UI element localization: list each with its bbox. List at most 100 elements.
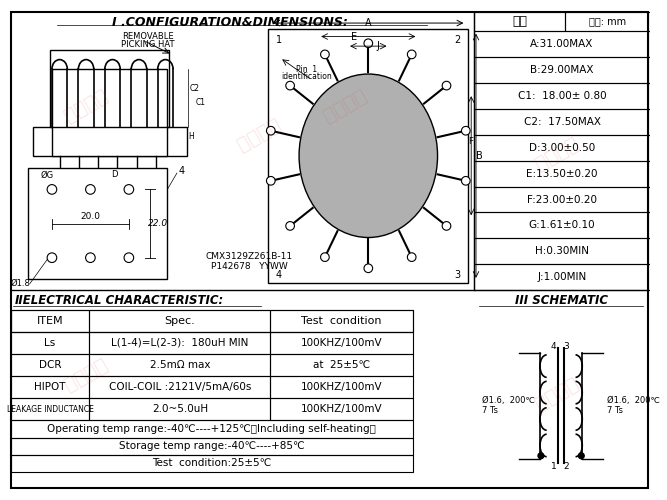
- Bar: [11, 438, 412, 455]
- Text: at  25±5℃: at 25±5℃: [313, 360, 370, 370]
- Text: J:1.00MIN: J:1.00MIN: [538, 272, 587, 282]
- Circle shape: [85, 253, 95, 262]
- Ellipse shape: [267, 176, 275, 185]
- Text: H: H: [189, 132, 194, 141]
- Circle shape: [124, 253, 133, 262]
- Ellipse shape: [321, 50, 329, 58]
- Text: E:13.50±0.20: E:13.50±0.20: [526, 168, 598, 178]
- Text: 100KHZ/100mV: 100KHZ/100mV: [301, 338, 382, 348]
- Text: 1: 1: [550, 462, 556, 471]
- Text: ⅡELECTRICAL CHARACTERISTIC:: ⅡELECTRICAL CHARACTERISTIC:: [15, 294, 223, 306]
- Text: Pin  1: Pin 1: [296, 64, 317, 74]
- Text: 100KHZ/100mV: 100KHZ/100mV: [301, 404, 382, 414]
- Bar: [474, 264, 650, 290]
- Text: 深凯必达: 深凯必达: [532, 374, 582, 414]
- Text: PICKING HAT: PICKING HAT: [121, 40, 175, 48]
- Text: D:3.00±0.50: D:3.00±0.50: [529, 142, 595, 152]
- Bar: [474, 31, 650, 56]
- Text: A:31.00MAX: A:31.00MAX: [530, 38, 594, 48]
- Bar: [52, 69, 167, 156]
- Bar: [474, 56, 650, 82]
- Bar: [11, 310, 89, 332]
- Text: C1:  18.00± 0.80: C1: 18.00± 0.80: [518, 90, 606, 101]
- Text: Test  condition:25±5℃: Test condition:25±5℃: [152, 458, 271, 468]
- Circle shape: [578, 453, 584, 458]
- Text: F: F: [468, 137, 473, 146]
- Bar: [11, 332, 89, 354]
- Text: 20.0: 20.0: [81, 212, 101, 221]
- Bar: [270, 332, 412, 354]
- Bar: [33, 127, 187, 156]
- Text: Ls: Ls: [45, 338, 55, 348]
- Text: Ø1.8: Ø1.8: [10, 279, 30, 288]
- Text: C2: C2: [189, 84, 199, 93]
- Ellipse shape: [267, 126, 275, 135]
- Ellipse shape: [285, 222, 294, 230]
- Text: ØG: ØG: [41, 170, 53, 179]
- Ellipse shape: [408, 50, 416, 58]
- Bar: [474, 134, 650, 160]
- Bar: [11, 455, 412, 472]
- Text: 7 Ts: 7 Ts: [607, 406, 623, 415]
- Text: B: B: [476, 151, 483, 161]
- Bar: [474, 82, 650, 108]
- Bar: [474, 212, 650, 238]
- Text: C2:  17.50MAX: C2: 17.50MAX: [524, 116, 600, 126]
- Bar: [474, 186, 650, 212]
- Text: 3: 3: [563, 342, 569, 350]
- Bar: [89, 354, 270, 376]
- Text: 深凯必达: 深凯必达: [320, 86, 370, 126]
- Text: 22.0: 22.0: [147, 219, 168, 228]
- Circle shape: [124, 184, 133, 194]
- Ellipse shape: [462, 126, 470, 135]
- Text: REMOVABLE: REMOVABLE: [122, 32, 174, 41]
- Text: 2.5mΩ max: 2.5mΩ max: [149, 360, 210, 370]
- Bar: [11, 354, 89, 376]
- Circle shape: [85, 184, 95, 194]
- Bar: [474, 12, 566, 31]
- Bar: [50, 50, 169, 127]
- Bar: [474, 238, 650, 264]
- Text: 深凯必达: 深凯必达: [532, 134, 582, 174]
- Bar: [11, 398, 89, 420]
- Text: P142678   YYWW: P142678 YYWW: [211, 262, 287, 271]
- Ellipse shape: [299, 74, 438, 237]
- Text: LEAKAGE INDUCTANCE: LEAKAGE INDUCTANCE: [7, 404, 93, 413]
- Bar: [268, 29, 468, 282]
- Text: 尺寸: 尺寸: [512, 14, 527, 28]
- Text: 4: 4: [550, 342, 556, 350]
- Text: 单位: mm: 单位: mm: [589, 16, 626, 26]
- Text: HIPOT: HIPOT: [34, 382, 66, 392]
- Text: 深凯必达: 深凯必达: [61, 355, 111, 395]
- Text: Ø1.6,  200℃: Ø1.6, 200℃: [482, 396, 535, 406]
- Bar: [474, 160, 650, 186]
- Text: F:23.00±0.20: F:23.00±0.20: [527, 194, 597, 204]
- Text: H:0.30MIN: H:0.30MIN: [535, 246, 589, 256]
- Text: A: A: [365, 18, 372, 28]
- Circle shape: [538, 453, 544, 458]
- Circle shape: [47, 253, 57, 262]
- Ellipse shape: [442, 222, 451, 230]
- Ellipse shape: [462, 176, 470, 185]
- Text: J: J: [376, 41, 380, 51]
- Text: 100KHZ/100mV: 100KHZ/100mV: [301, 382, 382, 392]
- Text: Spec.: Spec.: [165, 316, 195, 326]
- Text: 7 Ts: 7 Ts: [482, 406, 498, 415]
- Ellipse shape: [321, 253, 329, 262]
- Ellipse shape: [442, 82, 451, 90]
- Text: 2: 2: [563, 462, 569, 471]
- Text: 3: 3: [454, 270, 461, 280]
- Bar: [89, 376, 270, 398]
- Bar: [270, 354, 412, 376]
- Text: Operating temp range:-40℃----+125℃（Including self-heating）: Operating temp range:-40℃----+125℃（Inclu…: [47, 424, 376, 434]
- Text: Storage temp range:-40℃----+85℃: Storage temp range:-40℃----+85℃: [119, 441, 304, 451]
- Bar: [89, 332, 270, 354]
- Text: B:29.00MAX: B:29.00MAX: [530, 64, 594, 74]
- Text: 1: 1: [276, 36, 282, 46]
- Text: 深凯必达: 深凯必达: [61, 86, 111, 126]
- Text: 4: 4: [276, 270, 282, 280]
- Ellipse shape: [364, 39, 373, 48]
- Text: DCR: DCR: [39, 360, 61, 370]
- Bar: [11, 376, 89, 398]
- Text: 2: 2: [454, 36, 461, 46]
